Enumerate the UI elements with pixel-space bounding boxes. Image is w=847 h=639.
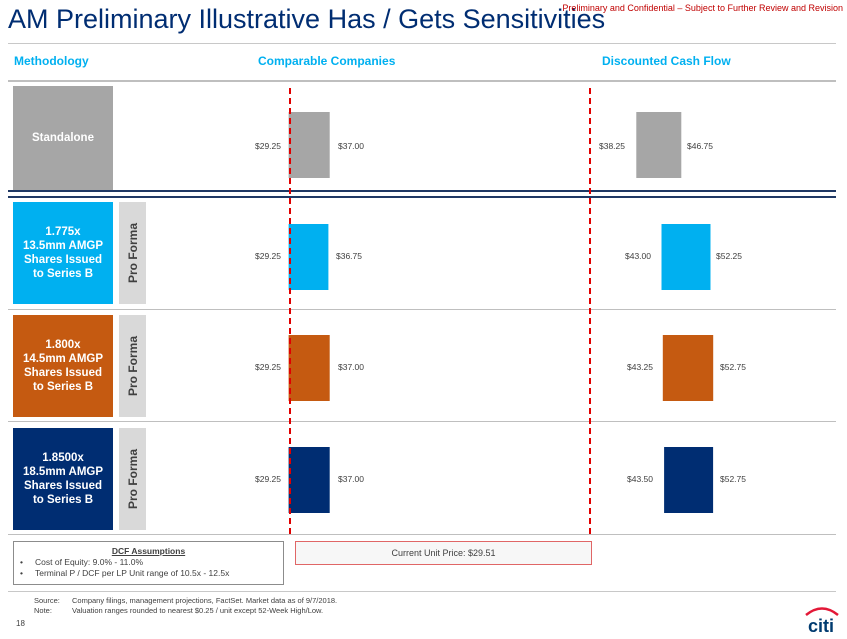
comp-low-label: $29.25 xyxy=(255,141,281,151)
page-title: AM Preliminary Illustrative Has / Gets S… xyxy=(8,4,606,34)
dcf-range-bar xyxy=(664,447,714,513)
row-divider xyxy=(8,534,836,535)
row-label-1800x: 1.800x 14.5mm AMGP Shares Issued to Seri… xyxy=(13,315,113,417)
footer-divider xyxy=(8,591,836,592)
dcf-assumptions-list: • Cost of Equity: 9.0% - 11.0% • Terminal … xyxy=(20,557,283,579)
football-field-chart xyxy=(288,88,714,538)
assumption-item: • Cost of Equity: 9.0% - 11.0% xyxy=(20,557,283,568)
assumption-text: Terminal P / DCF per LP Unit range of 10… xyxy=(35,568,230,578)
comp-range-bar xyxy=(288,335,330,401)
dcf-low-label: $43.25 xyxy=(627,362,653,372)
note-label: Note: xyxy=(34,606,52,615)
dcf-range-bar xyxy=(662,335,714,401)
comp-high-label: $37.00 xyxy=(338,474,364,484)
dcf-high-label: $52.25 xyxy=(716,251,742,261)
current-price-box: Current Unit Price: $29.51 xyxy=(295,541,592,565)
dcf-high-label: $52.75 xyxy=(720,362,746,372)
comp-high-label: $36.75 xyxy=(336,251,362,261)
comparable-companies-header: Comparable Companies xyxy=(258,54,396,68)
confidential-notice: Preliminary and Confidential – Subject t… xyxy=(562,3,843,13)
row-label-text: 1.800x 14.5mm AMGP Shares Issued to Seri… xyxy=(22,339,104,393)
dcf-high-label: $52.75 xyxy=(720,474,746,484)
dcf-assumptions-box: DCF Assumptions • Cost of Equity: 9.0% - … xyxy=(13,541,284,585)
row-divider xyxy=(8,421,836,422)
comp-range-bar xyxy=(288,447,330,513)
section-divider-top xyxy=(8,190,836,192)
valuation-note: Note: Valuation ranges rounded to nearest… xyxy=(34,606,323,615)
comp-range-bar xyxy=(288,112,330,178)
pro-forma-tag: Pro Forma xyxy=(119,202,146,304)
citi-logo: citi xyxy=(798,604,844,636)
bullet-icon: • xyxy=(20,557,23,567)
comp-low-label: $29.25 xyxy=(255,362,281,372)
assumption-item: • Terminal P / DCF per LP Unit range of 1… xyxy=(20,568,283,579)
dcf-range-bar xyxy=(661,224,711,290)
row-label-text: Standalone xyxy=(32,132,94,144)
section-divider-bottom xyxy=(8,196,836,198)
current-price-label: Current Unit Price: $29.51 xyxy=(391,548,496,558)
row-label-1775x: 1.775x 13.5mm AMGP Shares Issued to Seri… xyxy=(13,202,113,304)
bullet-icon: • xyxy=(20,568,23,578)
comp-range-bar xyxy=(288,224,329,290)
assumption-text: Cost of Equity: 9.0% - 11.0% xyxy=(35,557,144,567)
row-divider xyxy=(8,309,836,310)
source-note: Source: Company filings, management proje… xyxy=(34,596,337,605)
comp-low-label: $29.25 xyxy=(255,474,281,484)
comp-low-label: $29.25 xyxy=(255,251,281,261)
row-label-18500x: 1.8500x 18.5mm AMGP Shares Issued to Ser… xyxy=(13,428,113,530)
comp-high-label: $37.00 xyxy=(338,141,364,151)
note-text: Valuation ranges rounded to nearest $0.2… xyxy=(72,606,324,615)
citi-logo-mark: citi xyxy=(805,607,839,636)
dcf-high-label: $46.75 xyxy=(687,141,713,151)
dcf-assumptions-title: DCF Assumptions xyxy=(111,546,186,556)
pro-forma-tag: Pro Forma xyxy=(119,428,146,530)
pro-forma-tag: Pro Forma xyxy=(119,315,146,417)
methodology-header: Methodology xyxy=(14,54,89,68)
dcf-range-bar xyxy=(636,112,682,178)
title-divider xyxy=(8,43,836,44)
comp-high-label: $37.00 xyxy=(338,362,364,372)
source-label: Source: xyxy=(34,596,60,605)
dcf-low-label: $38.25 xyxy=(599,141,625,151)
row-label-text: 1.8500x 18.5mm AMGP Shares Issued to Ser… xyxy=(22,452,104,506)
row-label-text: 1.775x 13.5mm AMGP Shares Issued to Seri… xyxy=(22,226,104,280)
source-text: Company filings, management projections,… xyxy=(72,596,338,605)
header-divider xyxy=(8,80,836,82)
row-label-standalone: Standalone xyxy=(13,86,113,190)
citi-arc xyxy=(805,607,839,616)
dcf-low-label: $43.00 xyxy=(625,251,651,261)
citi-wordmark: citi xyxy=(808,616,834,634)
dcf-low-label: $43.50 xyxy=(627,474,653,484)
page-number: 18 xyxy=(16,619,25,628)
dcf-header: Discounted Cash Flow xyxy=(602,54,731,68)
